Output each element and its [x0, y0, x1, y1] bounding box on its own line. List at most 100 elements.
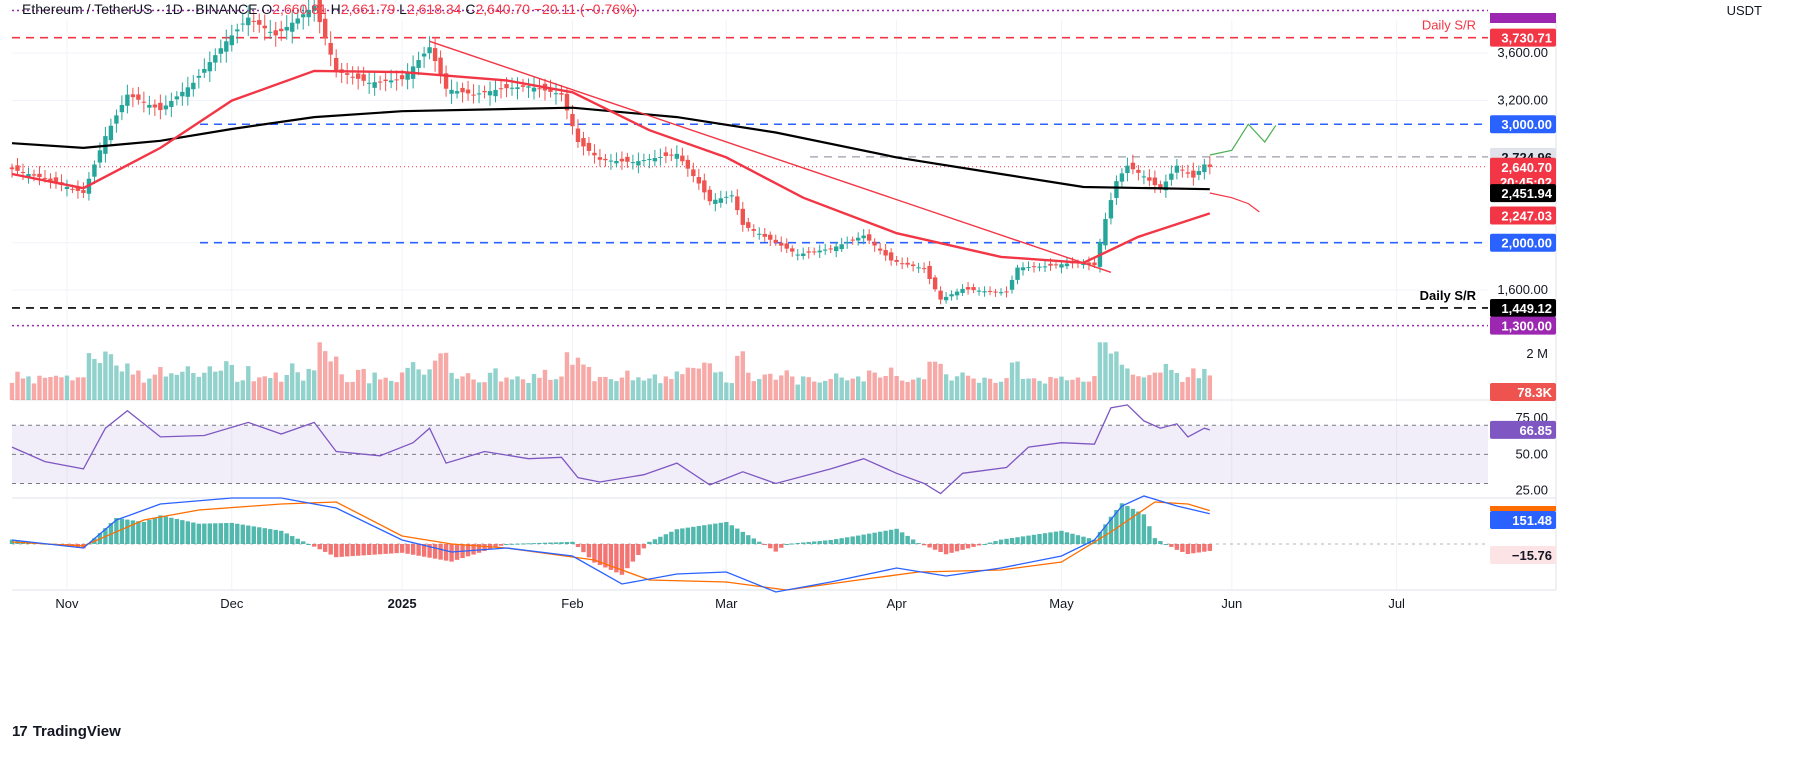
volume-bar: [762, 374, 767, 400]
volume-bar: [141, 382, 147, 400]
close-label: C: [465, 1, 476, 17]
volume-bar: [290, 363, 295, 400]
macd-histogram-bar: [509, 543, 515, 545]
macd-histogram-bar: [592, 544, 597, 563]
candle-body: [570, 114, 575, 127]
candle-body: [1169, 173, 1174, 180]
macd-histogram-bar: [740, 531, 745, 544]
candle-body: [312, 5, 317, 11]
macd-histogram-bar: [932, 544, 938, 550]
macd-histogram-bar: [1075, 535, 1081, 544]
candle-body: [1031, 266, 1037, 268]
macd-histogram-bar: [416, 544, 421, 556]
macd-histogram-bar: [1152, 538, 1158, 544]
candle-body: [114, 115, 119, 124]
candle-body: [246, 17, 251, 26]
rsi-line: [11, 404, 1210, 495]
candle-body: [696, 177, 702, 184]
candle-body: [1180, 169, 1185, 171]
candle-body: [702, 180, 707, 193]
candle-body: [1053, 264, 1059, 266]
candle-body: [476, 93, 482, 95]
last-price-tag-text: 2,640.70: [1501, 160, 1552, 175]
candle-body: [647, 159, 652, 161]
volume-bar: [592, 381, 597, 400]
macd-histogram-bar: [350, 544, 355, 557]
macd-histogram-bar: [899, 532, 905, 544]
macd-histogram-bar: [290, 536, 295, 544]
macd-histogram-bar: [421, 544, 427, 557]
volume-bar: [196, 376, 202, 400]
candle-body: [125, 94, 130, 106]
volume-bar: [866, 370, 872, 400]
macd-histogram-bar: [136, 521, 141, 544]
volume-bar: [333, 356, 339, 400]
rsi-tag-bg: [1490, 420, 1556, 439]
volume-bar: [493, 368, 498, 400]
volume-bar: [235, 381, 240, 400]
macd-histogram-bar: [125, 519, 130, 544]
currency-label: USDT: [1726, 3, 1762, 18]
candle-body: [191, 82, 196, 90]
candle-body: [257, 20, 262, 25]
candle-body: [603, 158, 608, 161]
volume-bar: [1064, 380, 1070, 400]
x-tick-label: Nov: [55, 596, 79, 611]
candle-body: [537, 88, 542, 90]
brand-name: TradingView: [32, 723, 121, 740]
candle-body: [218, 48, 223, 54]
low-value: 2,618.34: [406, 1, 462, 17]
candle-body: [1185, 172, 1191, 174]
candle-body: [691, 169, 696, 177]
macd-histogram-bar: [553, 542, 559, 544]
macd-histogram-bar: [636, 544, 641, 555]
candle-body: [1059, 264, 1064, 268]
candle-body: [773, 239, 778, 243]
candle-body: [498, 88, 504, 90]
volume-bar: [509, 379, 515, 400]
macd-histogram-bar: [141, 522, 147, 544]
macd-histogram-bar: [366, 544, 372, 555]
macd-histogram-bar: [1103, 524, 1108, 544]
volume-bar: [910, 379, 916, 400]
macd-histogram-bar: [685, 527, 691, 544]
volume-bar: [53, 375, 59, 400]
macd-histogram-bar: [114, 518, 119, 544]
candle-body: [790, 248, 795, 252]
macd-histogram-bar: [658, 536, 663, 544]
macd-tag-bg: [1490, 511, 1556, 529]
macd-histogram-bar: [251, 526, 256, 544]
macd-histogram-bar: [729, 525, 735, 544]
candle-body: [9, 167, 15, 170]
macd-histogram-bar: [1004, 538, 1009, 544]
volume-bar: [641, 380, 647, 400]
volume-bar: [180, 371, 185, 400]
volume-bar: [647, 378, 652, 400]
macd-histogram-bar: [229, 522, 234, 544]
volume-bar: [20, 378, 26, 400]
candle-body: [15, 165, 20, 171]
candle-body: [169, 100, 174, 107]
candle-body: [553, 93, 559, 95]
volume-bar: [927, 361, 932, 400]
volume-bar: [1207, 375, 1213, 400]
rsi-y-tick-label: 50.00: [1515, 446, 1548, 461]
volume-bar: [608, 379, 614, 400]
candle-body: [866, 234, 872, 241]
candle-body: [42, 177, 48, 179]
volume-bar: [1169, 369, 1174, 400]
volume-bar: [377, 379, 383, 400]
volume-bar: [152, 374, 158, 400]
candle-body: [196, 75, 202, 78]
macd-histogram-bar: [432, 544, 438, 559]
macd-signal-tag: [1490, 506, 1556, 511]
candle-body: [960, 288, 965, 293]
volume-bar: [823, 380, 828, 400]
macd-histogram-bar: [1048, 532, 1053, 544]
macd-histogram-bar: [1169, 544, 1174, 547]
volume-bar: [724, 382, 729, 400]
macd-histogram-bar: [1147, 526, 1152, 544]
tradingview-brand[interactable]: 17 TradingView: [12, 723, 121, 740]
volume-bar: [130, 374, 136, 400]
